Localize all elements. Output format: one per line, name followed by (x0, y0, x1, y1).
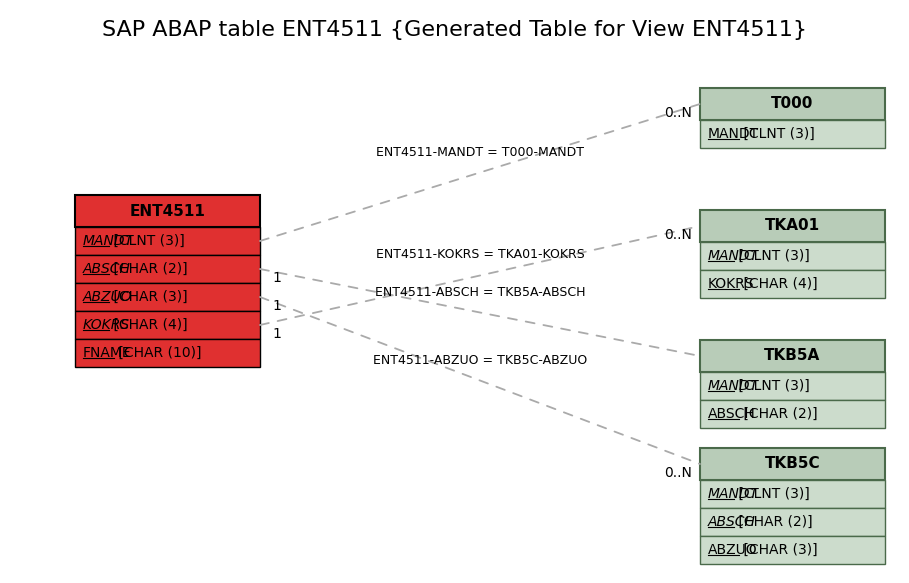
Text: 1: 1 (272, 327, 281, 341)
Bar (75, 255, 260, 283)
Text: TKA01: TKA01 (765, 219, 820, 234)
Bar (700, 210, 885, 242)
Text: SAP ABAP table ENT4511 {Generated Table for View ENT4511}: SAP ABAP table ENT4511 {Generated Table … (102, 20, 807, 40)
Bar (700, 340, 885, 372)
Text: ABSCH: ABSCH (708, 515, 756, 529)
Bar (75, 227, 260, 255)
Text: [CLNT (3)]: [CLNT (3)] (739, 127, 814, 141)
Text: [CLNT (3)]: [CLNT (3)] (734, 249, 810, 263)
Text: [CHAR (3)]: [CHAR (3)] (109, 290, 188, 304)
Text: 0..N: 0..N (664, 228, 692, 242)
Bar (700, 242, 885, 270)
Text: [CHAR (4)]: [CHAR (4)] (109, 318, 188, 332)
Bar (700, 88, 885, 120)
Bar (700, 480, 885, 508)
Bar (75, 311, 260, 339)
Text: [CLNT (3)]: [CLNT (3)] (109, 234, 185, 248)
Text: [CHAR (2)]: [CHAR (2)] (109, 262, 188, 276)
Bar (700, 120, 885, 148)
Text: ENT4511-MANDT = T000-MANDT: ENT4511-MANDT = T000-MANDT (376, 146, 584, 159)
Bar (75, 339, 260, 367)
Text: ENT4511-ABZUO = TKB5C-ABZUO: ENT4511-ABZUO = TKB5C-ABZUO (373, 353, 587, 367)
Text: ENT4511-KOKRS = TKA01-KOKRS: ENT4511-KOKRS = TKA01-KOKRS (375, 248, 584, 262)
Text: ABSCH: ABSCH (708, 407, 755, 421)
Text: KOKRS: KOKRS (708, 277, 754, 291)
Bar (75, 283, 260, 311)
Bar (700, 400, 885, 428)
Text: 0..N: 0..N (664, 466, 692, 480)
Text: [CLNT (3)]: [CLNT (3)] (734, 379, 810, 393)
Text: ABZUO: ABZUO (83, 290, 133, 304)
Bar (700, 270, 885, 298)
Text: MANDT: MANDT (708, 379, 759, 393)
Text: MANDT: MANDT (708, 249, 759, 263)
Text: TKB5C: TKB5C (764, 456, 820, 472)
Text: MANDT: MANDT (83, 234, 134, 248)
Text: [CHAR (3)]: [CHAR (3)] (739, 543, 817, 557)
Text: KOKRS: KOKRS (83, 318, 130, 332)
Text: 1: 1 (272, 299, 281, 313)
Bar (700, 372, 885, 400)
Text: MANDT: MANDT (708, 487, 759, 501)
Text: [CHAR (10)]: [CHAR (10)] (114, 346, 202, 360)
Text: 0..N: 0..N (664, 106, 692, 120)
Text: ENT4511-ABSCH = TKB5A-ABSCH: ENT4511-ABSCH = TKB5A-ABSCH (375, 286, 585, 298)
Text: [CLNT (3)]: [CLNT (3)] (734, 487, 810, 501)
Text: [CHAR (4)]: [CHAR (4)] (739, 277, 817, 291)
Text: [CHAR (2)]: [CHAR (2)] (739, 407, 817, 421)
Text: ABZUO: ABZUO (708, 543, 757, 557)
Bar (700, 536, 885, 564)
Text: [CHAR (2)]: [CHAR (2)] (734, 515, 813, 529)
Text: ABSCH: ABSCH (83, 262, 131, 276)
Bar (700, 508, 885, 536)
Bar (75, 195, 260, 227)
Text: MANDT: MANDT (708, 127, 759, 141)
Text: T000: T000 (772, 97, 814, 111)
Text: 1: 1 (272, 271, 281, 285)
Text: FNAME: FNAME (83, 346, 132, 360)
Text: ENT4511: ENT4511 (130, 203, 205, 219)
Bar (700, 448, 885, 480)
Text: TKB5A: TKB5A (764, 349, 821, 363)
